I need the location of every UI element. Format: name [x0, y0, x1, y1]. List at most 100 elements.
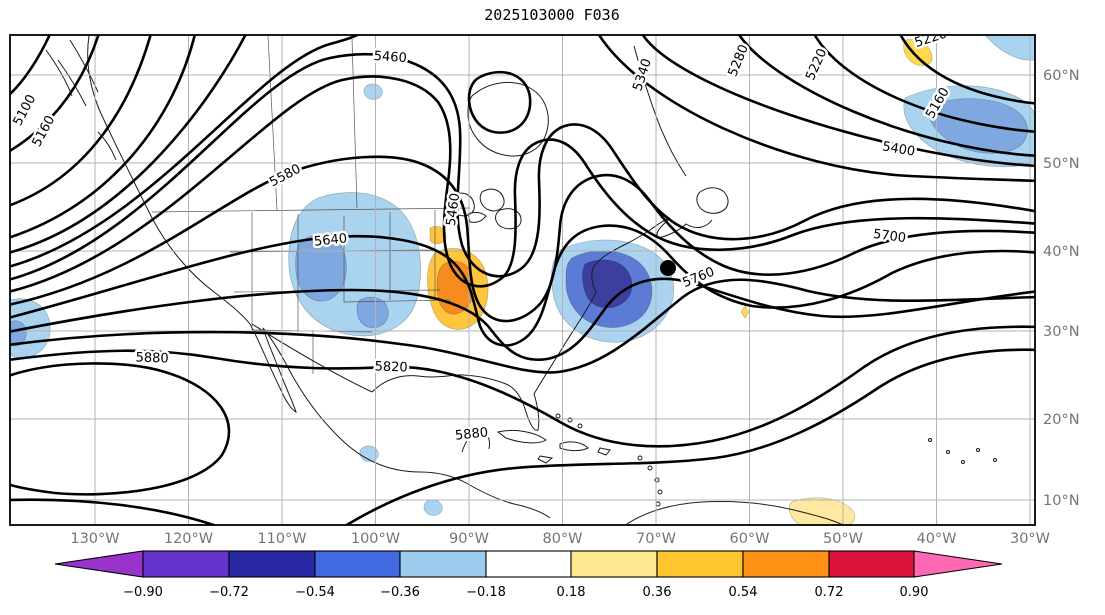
atlantic-speck-5 — [993, 458, 997, 462]
alaska-panhandle — [45, 39, 99, 107]
longitude-axis: 130°W 120°W 110°W 100°W 90°W 80°W 70°W 6… — [70, 531, 1050, 547]
colorbar-segment — [485, 550, 572, 578]
lon-tick-label: 90°W — [449, 531, 489, 547]
great-lakes — [449, 188, 522, 230]
contour-label: 5220 — [913, 26, 949, 50]
contour-label: 5460 — [444, 192, 463, 227]
colorbar: −0.90 −0.72 −0.54 −0.36 −0.18 0.18 0.36 … — [54, 550, 1003, 600]
atlantic-speck-4 — [976, 448, 980, 452]
lon-tick-label: 130°W — [70, 531, 119, 547]
colorbar-segment — [399, 550, 487, 578]
contour-5280-west — [10, 35, 197, 239]
bahamas-3 — [577, 423, 583, 429]
colorbar-tick-label: 0.36 — [643, 585, 672, 600]
contour-5220-ne — [813, 35, 1035, 133]
lon-tick-label: 40°W — [916, 531, 956, 547]
contour-label: 5820 — [374, 359, 408, 375]
lon-tick-label: 70°W — [636, 531, 676, 547]
lon-tick-label: 30°W — [1010, 531, 1050, 547]
contour-label: 5220 — [803, 46, 830, 82]
contour-5640 — [10, 224, 1035, 347]
contour-label: 5580 — [267, 162, 303, 191]
contour-5340-ne — [641, 35, 1035, 167]
lat-tick-label: 50°N — [1043, 156, 1080, 172]
closed-low-oval — [467, 70, 532, 134]
bahamas-2 — [567, 417, 573, 423]
antilles-4 — [657, 489, 663, 495]
latitude-axis: 60°N 50°N 40°N 30°N 20°N 10°N — [1043, 68, 1080, 509]
contour-label: 5160 — [30, 113, 59, 149]
small-blue-speck-1 — [363, 83, 383, 100]
point-marker — [660, 260, 676, 276]
positive-anomaly-central-north — [429, 226, 447, 244]
positive-anomaly-bottomright — [788, 497, 856, 525]
contour-label: 5460 — [373, 49, 407, 66]
antilles-3 — [654, 477, 660, 483]
colorbar-segment — [656, 550, 744, 578]
lon-tick-label: 80°W — [542, 531, 582, 547]
contour-5460 — [10, 52, 1035, 281]
vancouver-island — [97, 131, 117, 161]
contour-5100 — [10, 35, 52, 96]
colorbar-tick-label: −0.54 — [295, 585, 335, 600]
colorbar-segment — [142, 550, 230, 578]
lat-tick-label: 60°N — [1043, 68, 1080, 84]
contour-5520 — [10, 75, 1035, 293]
contour-5700 — [10, 277, 1035, 362]
colorbar-ticks: −0.90 −0.72 −0.54 −0.36 −0.18 0.18 0.36 … — [123, 585, 928, 600]
colorbar-right-arrow — [913, 550, 1003, 578]
colorbar-tick-label: 0.18 — [557, 585, 586, 600]
colorbar-segment — [828, 550, 915, 578]
lon-tick-label: 100°W — [351, 531, 400, 547]
lon-tick-label: 110°W — [257, 531, 306, 547]
antilles-1 — [637, 455, 643, 461]
lon-tick-label: 50°W — [823, 531, 863, 547]
colorbar-tick-label: −0.18 — [466, 585, 506, 600]
antilles-2 — [647, 465, 653, 471]
colorbar-segment — [570, 550, 658, 578]
negative-anomaly-east-core — [582, 259, 633, 309]
coastlines-borders — [45, 35, 997, 525]
chart-title: 2025103000 F036 — [484, 6, 619, 24]
lat-tick-label: 40°N — [1043, 244, 1080, 260]
contour-5880-pacific-high — [10, 362, 231, 496]
hudson-bay — [467, 82, 549, 157]
contour-bottom-left — [10, 498, 218, 525]
colorbar-tick-label: 0.54 — [729, 585, 758, 600]
contour-5760 — [10, 278, 1035, 374]
height-contours — [10, 35, 1035, 525]
atlantic-speck-2 — [946, 450, 950, 454]
small-blue-speck-3 — [423, 499, 443, 516]
lat-tick-label: 10°N — [1043, 493, 1080, 509]
contour-label: 5400 — [881, 139, 916, 160]
atlantic-speck-3 — [961, 460, 965, 464]
negative-anomaly-ne-atlantic-core — [928, 98, 1028, 154]
colorbar-tick-label: 0.90 — [900, 585, 929, 600]
gulf-east-coast — [371, 217, 671, 431]
yucatan — [461, 430, 490, 453]
lon-tick-label: 120°W — [164, 531, 213, 547]
antilles-5 — [655, 501, 661, 507]
yellow-diamond-speck — [740, 305, 750, 319]
contour-5880-gulf — [344, 348, 1035, 525]
atlantic-speck-1 — [928, 438, 932, 442]
contour-5820 — [10, 325, 1035, 448]
us-canada-border — [151, 207, 471, 213]
colorbar-segment — [228, 550, 316, 578]
contour-5280-ne — [737, 35, 1035, 157]
west-coast — [87, 35, 551, 519]
lat-tick-label: 20°N — [1043, 412, 1080, 428]
contour-label: 5100 — [11, 92, 40, 128]
map-border — [9, 34, 1036, 526]
contour-5220-west — [10, 35, 152, 207]
colorbar-left-arrow — [54, 550, 144, 578]
colorbar-segment — [314, 550, 401, 578]
contour-label: 5880 — [454, 425, 488, 443]
colorbar-tick-label: −0.36 — [380, 585, 420, 600]
bahamas-1 — [555, 413, 561, 419]
colorbar-segment — [742, 550, 830, 578]
colorbar-tick-label: −0.90 — [123, 585, 163, 600]
colorbar-tick-label: −0.72 — [209, 585, 249, 600]
